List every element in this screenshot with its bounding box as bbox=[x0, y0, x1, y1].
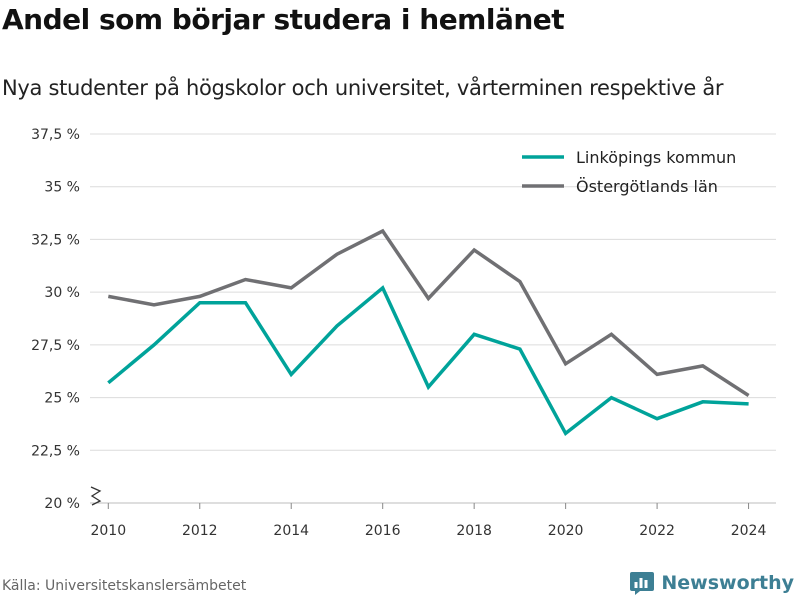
line-chart: 20 % 22,5 % 25 % 27,5 % 30 % 32,5 % 35 % 37,5 %… bbox=[31, 127, 776, 539]
x-tick-label: 2012 bbox=[182, 523, 218, 539]
x-tick-label: 2022 bbox=[639, 523, 675, 539]
y-tick-label: 30 % bbox=[44, 285, 80, 301]
y-tick-label: 22,5 % bbox=[31, 443, 80, 459]
y-tick-label: 32,5 % bbox=[31, 232, 80, 248]
y-tick-label: 35 % bbox=[44, 180, 80, 196]
x-tick-label: 2014 bbox=[273, 523, 309, 539]
x-tick-label: 2018 bbox=[456, 523, 492, 539]
legend: Linköpings kommun Östergötlands län bbox=[522, 148, 736, 196]
x-tick-label: 2020 bbox=[548, 523, 584, 539]
series-line-linkoping bbox=[107, 285, 749, 437]
y-tick-label: 37,5 % bbox=[31, 127, 80, 143]
chart-subtitle: Nya studenter på högskolor och universit… bbox=[2, 76, 724, 100]
y-tick-label: 25 % bbox=[44, 391, 80, 407]
y-tick-label: 20 % bbox=[44, 496, 80, 512]
brand[interactable]: Newsworthy bbox=[629, 568, 794, 598]
x-tick-label: 2024 bbox=[731, 523, 767, 539]
series-lines bbox=[107, 228, 750, 437]
chart-title: Andel som börjar studera i hemlänet bbox=[2, 3, 565, 36]
axis-break-zigzag bbox=[90, 486, 102, 506]
legend-label: Östergötlands län bbox=[576, 177, 718, 196]
y-axis: 20 % 22,5 % 25 % 27,5 % 30 % 32,5 % 35 % 37,5 % bbox=[31, 127, 80, 512]
x-tick-label: 2016 bbox=[365, 523, 401, 539]
brand-name: Newsworthy bbox=[661, 572, 794, 594]
x-tick-label: 2010 bbox=[90, 523, 126, 539]
source-note: Källa: Universitetskanslersämbetet bbox=[2, 578, 247, 594]
legend-label: Linköpings kommun bbox=[576, 148, 736, 167]
axis-break-marker bbox=[90, 486, 102, 506]
series-line-ostergotland bbox=[107, 228, 750, 397]
newsworthy-logo-icon bbox=[630, 572, 655, 595]
x-axis: 2010 2012 2014 2016 2018 2020 2022 2024 bbox=[90, 503, 766, 539]
y-tick-label: 27,5 % bbox=[31, 338, 80, 354]
grid-lines bbox=[90, 133, 776, 504]
